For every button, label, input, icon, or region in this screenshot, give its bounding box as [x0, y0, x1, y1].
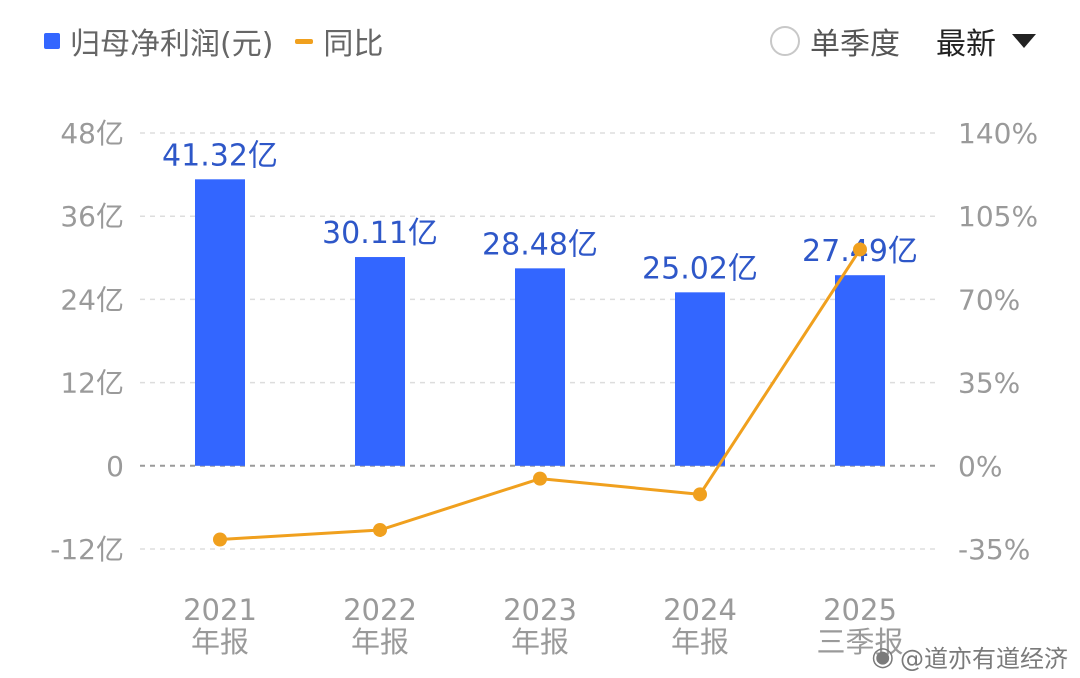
bar	[675, 292, 725, 466]
y-left-tick-label: -12亿	[50, 533, 124, 566]
bar-data-label: 30.11亿	[322, 216, 438, 251]
y-right-tick-label: 140%	[958, 117, 1038, 150]
legend-swatch-line	[295, 38, 314, 44]
yoy-point	[373, 522, 387, 537]
x-tick-label: 年报	[511, 625, 569, 659]
y-left-tick-label: 48亿	[60, 117, 124, 150]
y-right-tick-label: 35%	[958, 367, 1020, 400]
bar-data-label: 25.02亿	[642, 251, 758, 286]
period-dropdown-label: 最新	[936, 27, 996, 62]
bar-data-label: 28.48亿	[482, 227, 598, 262]
chart-controls: 单季度 最新	[770, 18, 1036, 64]
x-tick-label: 2025	[823, 593, 897, 627]
bar	[195, 179, 245, 466]
y-left-tick-label: 24亿	[60, 283, 124, 316]
y-left-tick-label: 36亿	[60, 200, 124, 233]
legend-label-yoy: 同比	[323, 27, 384, 62]
x-tick-label: 2023	[503, 593, 577, 627]
bar	[835, 275, 885, 466]
period-dropdown[interactable]: 最新	[936, 19, 1036, 63]
chart-legend: 归母净利润(元) 同比	[44, 18, 383, 64]
weibo-icon: ◉	[871, 641, 894, 672]
x-tick-label: 2022	[343, 593, 417, 627]
y-right-tick-label: 105%	[958, 200, 1038, 233]
caret-down-icon	[1012, 34, 1036, 48]
yoy-point	[533, 471, 547, 486]
watermark-text: @道亦有道经济	[900, 645, 1068, 673]
single-quarter-label[interactable]: 单季度	[810, 27, 900, 62]
y-left-tick-label: 0	[106, 450, 124, 483]
bar	[515, 268, 565, 466]
y-right-tick-label: -35%	[958, 533, 1030, 566]
legend-swatch-bar	[44, 33, 60, 49]
y-left-tick-label: 12亿	[60, 367, 124, 400]
bar	[355, 257, 405, 466]
x-tick-label: 2024	[663, 593, 737, 627]
x-tick-label: 年报	[191, 625, 249, 659]
x-tick-label: 2021	[183, 593, 257, 627]
yoy-point	[213, 532, 227, 547]
single-quarter-radio[interactable]	[770, 26, 800, 56]
yoy-point	[693, 487, 707, 502]
legend-item-net-profit[interactable]: 归母净利润(元)	[44, 19, 273, 63]
x-tick-label: 年报	[351, 625, 409, 659]
x-tick-label: 年报	[671, 625, 729, 659]
bar-data-label: 41.32亿	[162, 138, 278, 173]
y-right-tick-label: 70%	[958, 283, 1020, 316]
y-right-tick-label: 0%	[958, 450, 1002, 483]
legend-label-net-profit: 归母净利润(元)	[70, 27, 274, 62]
yoy-point	[853, 242, 867, 257]
legend-item-yoy[interactable]: 同比	[295, 19, 383, 63]
x-tick-label: 三季报	[816, 625, 903, 659]
watermark: ◉ @道亦有道经济	[871, 639, 1068, 674]
